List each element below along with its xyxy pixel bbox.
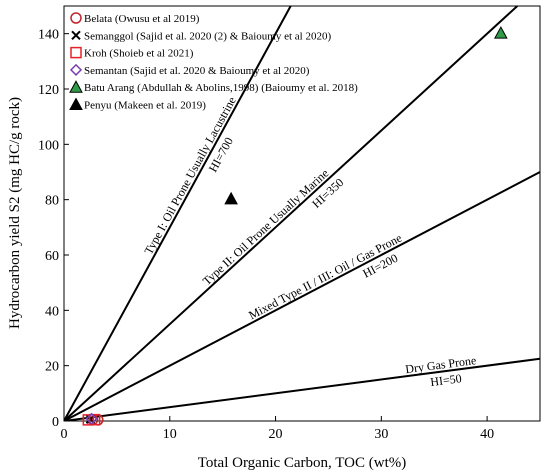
data-point xyxy=(88,413,101,426)
hi-700-line xyxy=(64,6,292,421)
legend-label: Penyu (Makeen et al. 2019) xyxy=(84,100,206,112)
x-tick-label: 0 xyxy=(61,427,68,442)
y-tick-label: 120 xyxy=(38,83,59,98)
y-axis-label: Hydrocarbon yield S2 (mg HC/g rock) xyxy=(7,97,23,329)
y-tick-label: 80 xyxy=(45,194,59,209)
y-tick-label: 40 xyxy=(45,304,59,319)
legend-marker xyxy=(69,63,83,76)
hi-350-type-label: Type II: Oil Prone Usually Marine xyxy=(200,166,332,288)
data-point xyxy=(494,26,508,39)
hi-200-type-label: Mixed Type II / III: Oil / Gas Prone xyxy=(246,231,404,323)
reference-lines xyxy=(64,6,540,421)
plot-frame xyxy=(63,5,541,422)
legend-item: Batu Arang (Abdullah & Abolins,1998) (Ba… xyxy=(69,80,358,94)
y-tick-label: 140 xyxy=(38,28,59,43)
legend-item: Kroh (Shoieb et al 2021) xyxy=(70,46,194,60)
x-tick-label: 40 xyxy=(480,427,494,442)
y-tick-label: 0 xyxy=(52,415,59,430)
legend-label: Semanggol (Sajid et al. 2020 (2) & Baiou… xyxy=(84,30,331,42)
y-tick-label: 100 xyxy=(38,138,59,153)
hi-200-line xyxy=(64,171,540,421)
x-tick-label: 20 xyxy=(269,427,283,442)
legend-label: Batu Arang (Abdullah & Abolins,1998) (Ba… xyxy=(84,82,358,94)
legend-item: Penyu (Makeen et al. 2019) xyxy=(69,97,206,112)
y-axis: 0 20 40 60 80 100 120 140 xyxy=(38,28,69,430)
hi-50-value-label: HI=50 xyxy=(429,371,462,389)
legend-item: Semantan (Sajid et al. 2020 & Baioumy et… xyxy=(69,63,310,77)
hi-350-line xyxy=(64,6,519,421)
legend-label: Kroh (Shoieb et al 2021) xyxy=(84,48,194,60)
y-tick-label: 20 xyxy=(45,360,59,375)
hi-700-type-label: Type I: Oil Prone Usually Lacustrine xyxy=(141,94,238,256)
legend-item: Semanggol (Sajid et al. 2020 (2) & Baiou… xyxy=(71,30,331,42)
x-tick-label: 10 xyxy=(163,427,177,442)
reference-line-labels: Type I: Oil Prone Usually LacustrineHI=7… xyxy=(141,94,477,389)
data-point xyxy=(85,412,98,425)
legend: Belata (Owusu et al 2019) Semanggol (Saji… xyxy=(69,12,358,112)
legend-marker xyxy=(70,12,82,24)
legend-marker xyxy=(70,46,82,59)
legend-marker xyxy=(69,80,83,93)
y-tick-label: 60 xyxy=(45,249,59,264)
legend-item: Belata (Owusu et al 2019) xyxy=(70,12,200,25)
data-points xyxy=(82,26,508,426)
x-axis: 0 10 20 30 40 xyxy=(61,416,494,442)
legend-label: Semantan (Sajid et al. 2020 & Baioumy et… xyxy=(84,65,310,77)
legend-marker xyxy=(71,30,81,41)
legend-marker xyxy=(69,97,83,110)
data-point xyxy=(82,414,95,426)
data-point xyxy=(224,191,238,205)
x-tick-label: 30 xyxy=(374,427,388,442)
hi-50-line xyxy=(64,357,540,421)
legend-label: Belata (Owusu et al 2019) xyxy=(84,13,200,25)
x-axis-label: Total Organic Carbon, TOC (wt%) xyxy=(198,455,407,471)
